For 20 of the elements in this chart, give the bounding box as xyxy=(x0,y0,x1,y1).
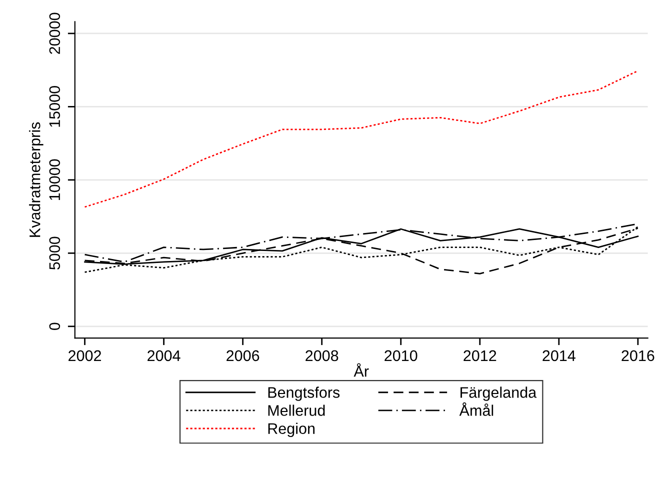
legend-label: Färgelanda xyxy=(460,386,537,401)
x-tick-label: 2004 xyxy=(148,350,180,362)
x-tick-label: 2010 xyxy=(384,350,418,362)
legend-label: Mellerud xyxy=(268,404,325,416)
legend-label: Region xyxy=(268,422,315,438)
x-tick-label: 2016 xyxy=(622,350,654,362)
y-tick-label: 15000 xyxy=(49,86,60,127)
legend-label: Bengtsfors xyxy=(268,386,340,401)
legend-label: Åmål xyxy=(459,402,494,416)
x-tick-label: 2006 xyxy=(226,350,260,362)
x-tick-label: 2002 xyxy=(68,350,102,362)
y-tick-label: 5000 xyxy=(49,236,60,270)
y-axis-title: Kvadratmeterpris xyxy=(29,122,44,237)
x-axis-title: År xyxy=(354,363,369,377)
x-tick-label: 2014 xyxy=(542,350,576,362)
y-tick-label: 0 xyxy=(49,322,60,330)
y-tick-label: 20000 xyxy=(49,12,60,54)
x-tick-label: 2008 xyxy=(306,350,338,362)
y-tick-label: 10000 xyxy=(49,159,60,200)
x-tick-label: 2012 xyxy=(464,350,496,362)
